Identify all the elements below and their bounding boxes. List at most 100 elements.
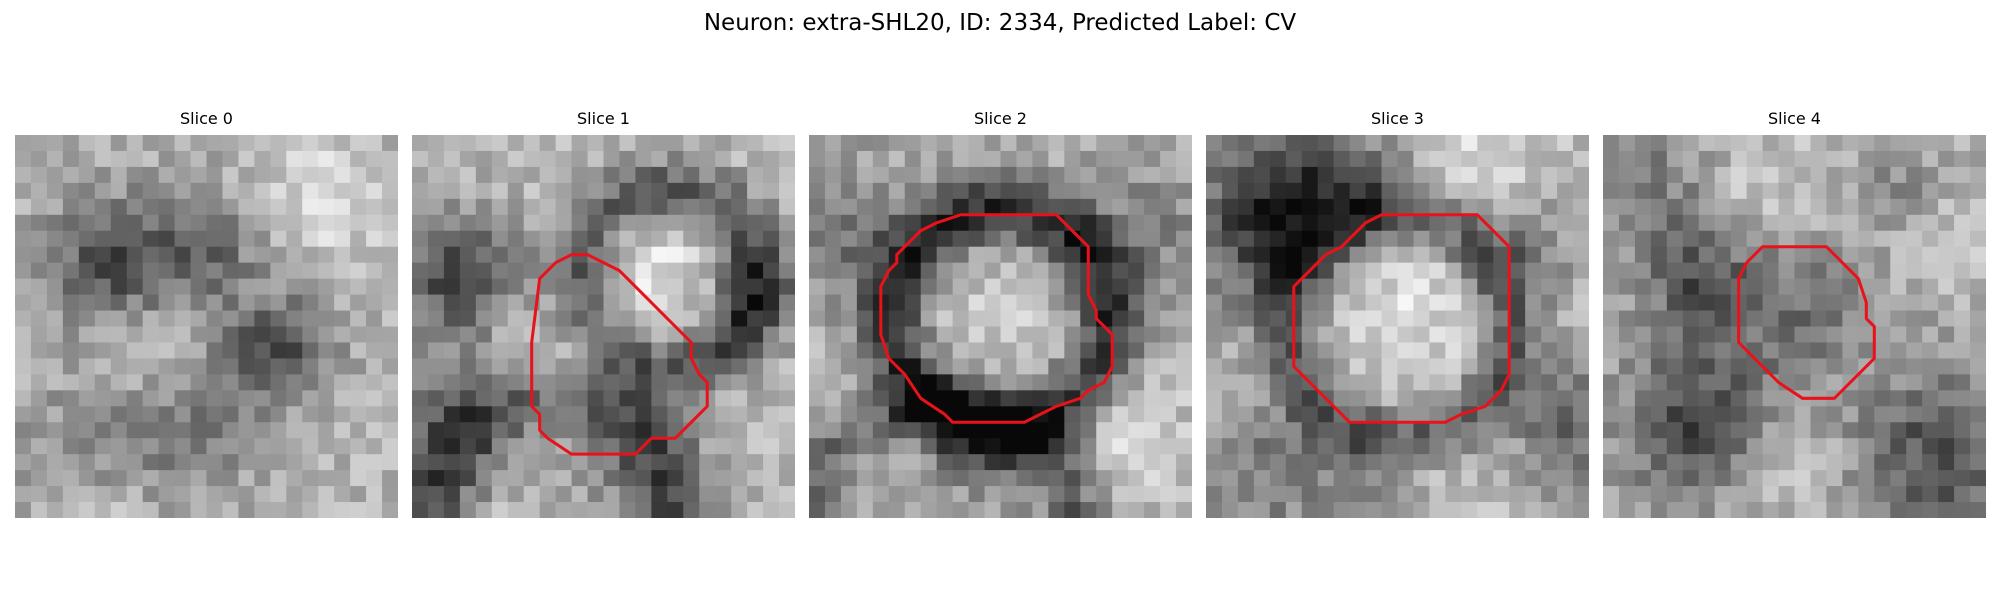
pixel-cell [1650, 326, 1668, 344]
pixel-cell [1826, 454, 1844, 471]
pixel-cell [683, 422, 700, 439]
pixel-cell [491, 358, 509, 376]
pixel-cell [1349, 166, 1367, 184]
pixel-cell [984, 470, 1002, 487]
pixel-cell [78, 294, 96, 312]
pixel-cell [635, 135, 653, 152]
pixel-cell [763, 342, 780, 360]
pixel-cell [30, 310, 48, 328]
pixel-cell [587, 214, 605, 232]
pixel-cell [1493, 135, 1510, 152]
pixel-cell [715, 278, 732, 296]
pixel-cell [1618, 278, 1636, 296]
pixel-cell [222, 150, 240, 168]
pixel-cell [1333, 135, 1351, 152]
pixel-cell [1666, 135, 1684, 152]
pixel-cell [731, 166, 748, 184]
pixel-cell [888, 135, 906, 152]
pixel-cell [1541, 454, 1558, 471]
pixel-cell [1064, 182, 1081, 200]
pixel-cell [318, 438, 335, 455]
pixel-cell [809, 278, 826, 296]
pixel-cell [888, 342, 906, 360]
pixel-cell [1253, 246, 1271, 264]
pixel-cell [334, 406, 351, 423]
pixel-cell [984, 182, 1002, 200]
pixel-cell [1365, 246, 1383, 264]
pixel-cell [968, 422, 986, 439]
pixel-cell [920, 358, 938, 376]
pixel-cell [1112, 310, 1129, 328]
pixel-cell [1413, 214, 1431, 232]
pixel-cell [619, 135, 637, 152]
pixel-cell [1080, 135, 1097, 152]
pixel-cell [1970, 246, 1986, 264]
pixel-cell [1714, 438, 1732, 455]
pixel-cell [427, 342, 445, 360]
pixel-cell [1954, 502, 1971, 518]
pixel-cell [1128, 135, 1145, 152]
pixel-cell [94, 406, 112, 423]
pixel-cell [683, 182, 700, 200]
pixel-cell [904, 246, 922, 264]
pixel-cell [1032, 454, 1050, 471]
pixel-cell [619, 310, 637, 328]
pixel-cell [366, 278, 383, 296]
pixel-cell [254, 246, 271, 264]
pixel-cell [1746, 278, 1764, 296]
pixel-cell [491, 214, 509, 232]
pixel-cell [747, 326, 764, 344]
pixel-cell [1525, 438, 1542, 455]
pixel-cell [334, 150, 351, 168]
pixel-cell [1176, 294, 1192, 312]
pixel-cell [619, 406, 637, 423]
pixel-cell [94, 390, 112, 407]
pixel-cell [1397, 294, 1415, 312]
pixel-cell [1080, 390, 1097, 407]
pixel-cell [1285, 166, 1303, 184]
pixel-cell [1922, 310, 1939, 328]
pixel-cell [731, 214, 748, 232]
pixel-cell [15, 150, 32, 168]
pixel-cell [1461, 294, 1478, 312]
pixel-cell [1618, 182, 1636, 200]
pixel-cell [603, 166, 621, 184]
pixel-cell [1922, 214, 1939, 232]
pixel-cell [571, 342, 589, 360]
pixel-cell [1922, 246, 1939, 264]
pixel-cell [1618, 422, 1636, 439]
pixel-cell [254, 454, 271, 471]
pixel-cell [1301, 150, 1319, 168]
pixel-cell [412, 198, 429, 216]
pixel-cell [443, 502, 461, 518]
pixel-cell [539, 342, 557, 360]
pixel-cell [1333, 342, 1351, 360]
pixel-cell [1906, 422, 1923, 439]
pixel-cell [270, 470, 287, 487]
pixel-cell [667, 326, 684, 344]
pixel-cell [412, 390, 429, 407]
pixel-cell [1349, 310, 1367, 328]
pixel-cell [1048, 342, 1065, 360]
pixel-cell [142, 342, 160, 360]
pixel-cell [1253, 198, 1271, 216]
pixel-cell [412, 374, 429, 391]
pixel-cell [1842, 230, 1859, 248]
pixel-cell [270, 166, 287, 184]
pixel-cell [443, 246, 461, 264]
pixel-cell [1206, 390, 1223, 407]
pixel-cell [475, 470, 493, 487]
pixel-cell [1237, 374, 1255, 391]
pixel-cell [1080, 438, 1097, 455]
pixel-cell [62, 342, 80, 360]
pixel-cell [382, 230, 398, 248]
pixel-cell [809, 390, 826, 407]
pixel-cell [1603, 246, 1620, 264]
pixel-cell [920, 246, 938, 264]
pixel-cell [523, 150, 541, 168]
pixel-cell [667, 294, 684, 312]
pixel-cell [366, 486, 383, 503]
pixel-cell [318, 486, 335, 503]
pixel-cell [1269, 486, 1287, 503]
pixel-cell [763, 214, 780, 232]
